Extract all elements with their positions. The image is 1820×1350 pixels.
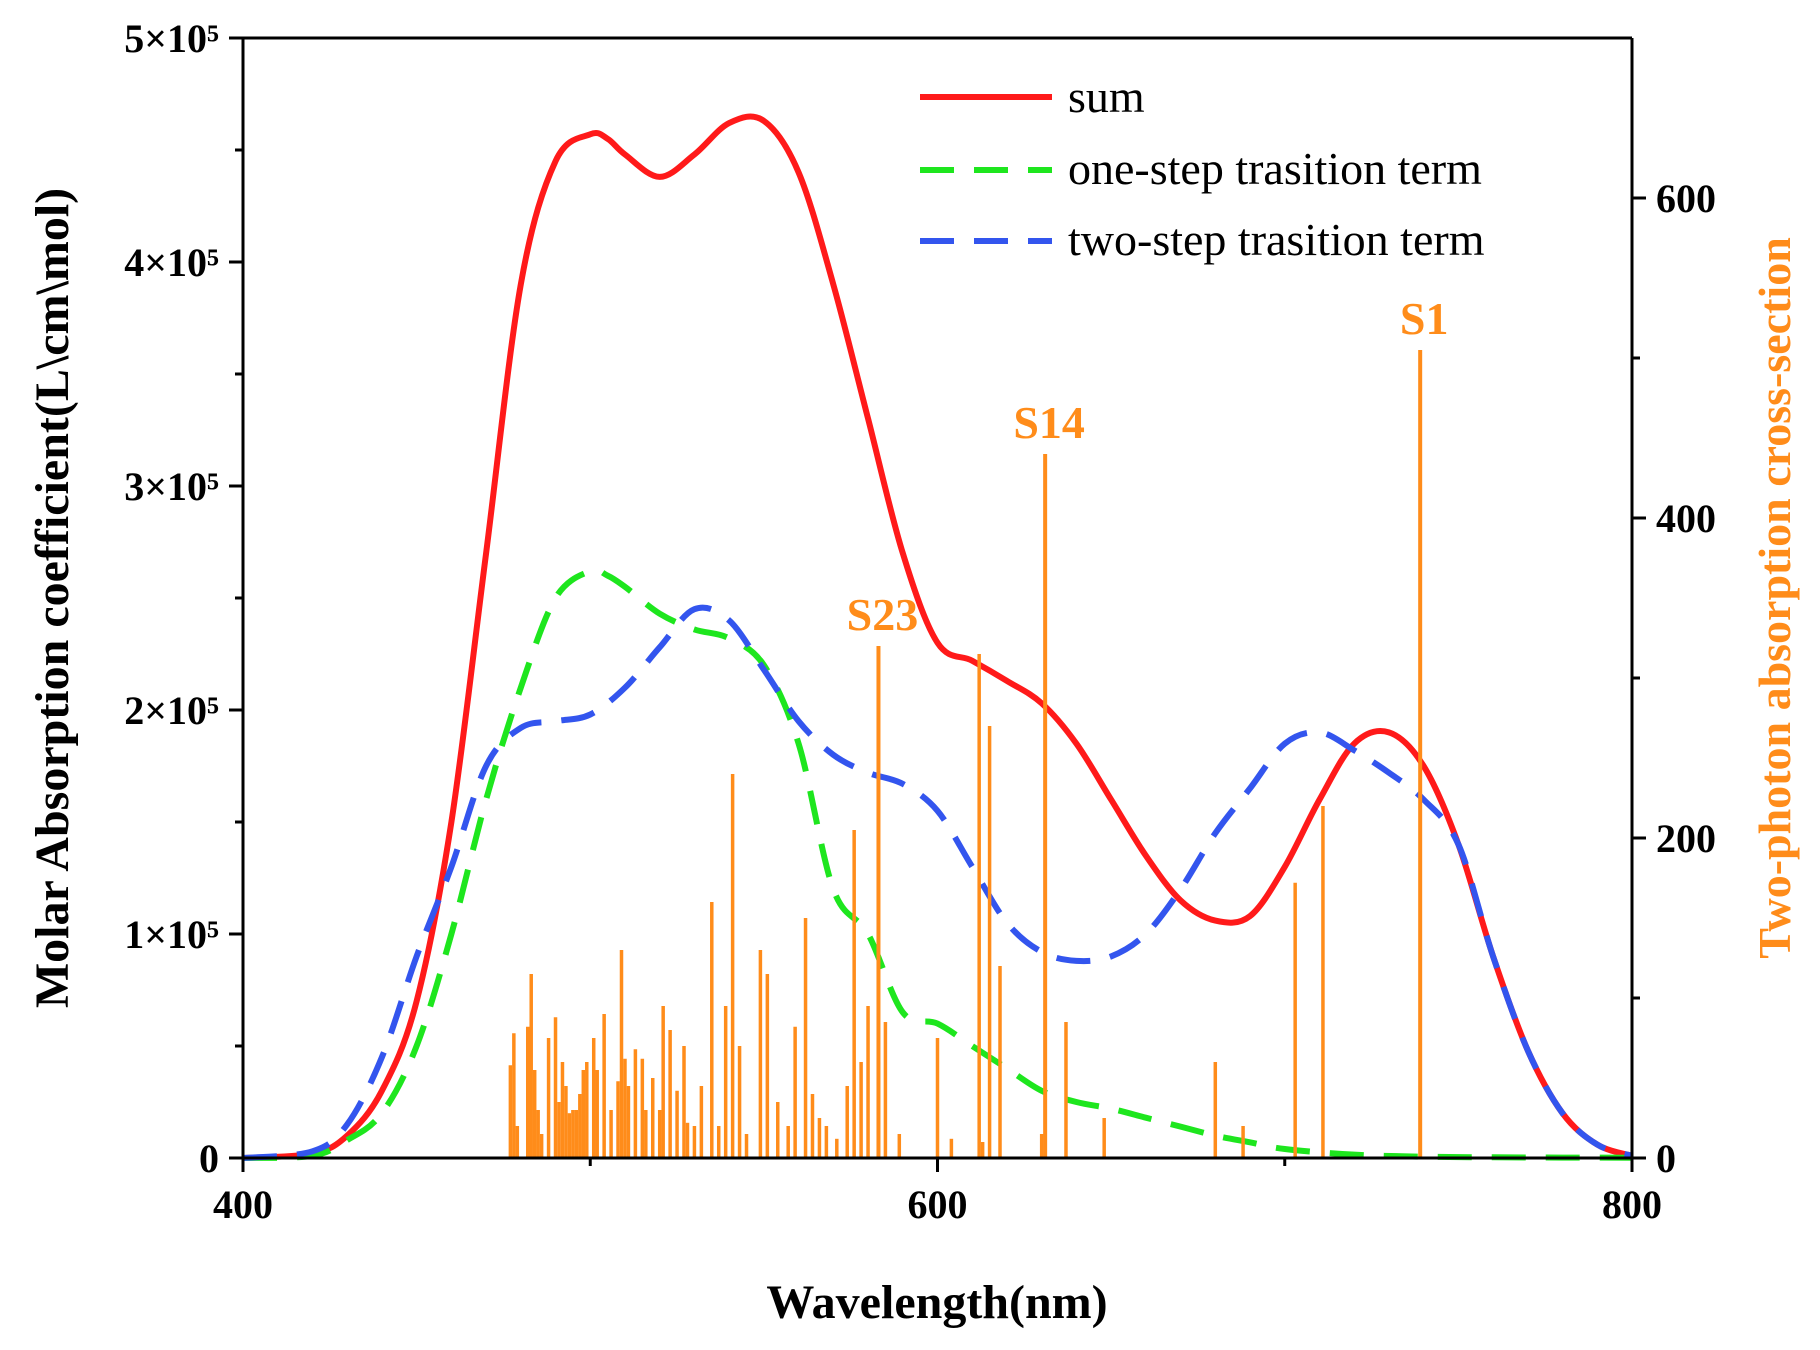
y2-tick-label: 0: [1656, 1136, 1676, 1181]
y2-tick-label: 600: [1656, 176, 1716, 221]
x-tick-label: 400: [213, 1182, 273, 1227]
peak-label-s1: S1: [1400, 293, 1449, 344]
y-axis-title: Molar Absorption coefficient(L\cm\mol): [26, 188, 79, 1008]
series-sum-line: [242, 113, 1633, 1161]
legend-two-step-label: two-step trasition term: [1068, 214, 1485, 265]
y2-axis-title: Two-photon absorption cross-section: [1749, 237, 1800, 959]
x-tick-label: 800: [1602, 1182, 1662, 1227]
y-tick-label: 4×10⁵: [124, 240, 219, 285]
legend-one-step-label: one-step trasition term: [1068, 143, 1482, 194]
series-one-step-line: [242, 566, 1633, 1161]
y2-tick-label: 400: [1656, 496, 1716, 541]
y-tick-label: 2×10⁵: [124, 688, 219, 733]
y-tick-label: 5×10⁵: [124, 16, 219, 61]
y2-tick-label: 200: [1656, 816, 1716, 861]
x-tick-label: 600: [908, 1182, 968, 1227]
peak-label-s14: S14: [1013, 397, 1085, 448]
legend: sum one-step trasition term two-step tra…: [920, 71, 1485, 265]
legend-sum-label: sum: [1068, 71, 1145, 122]
peak-label-s23: S23: [847, 589, 919, 640]
y-tick-label: 3×10⁵: [124, 464, 219, 509]
x-axis-title: Wavelength(nm): [766, 1276, 1107, 1329]
y-tick-label: 1×10⁵: [124, 912, 219, 957]
y-tick-label: 0: [199, 1136, 219, 1181]
